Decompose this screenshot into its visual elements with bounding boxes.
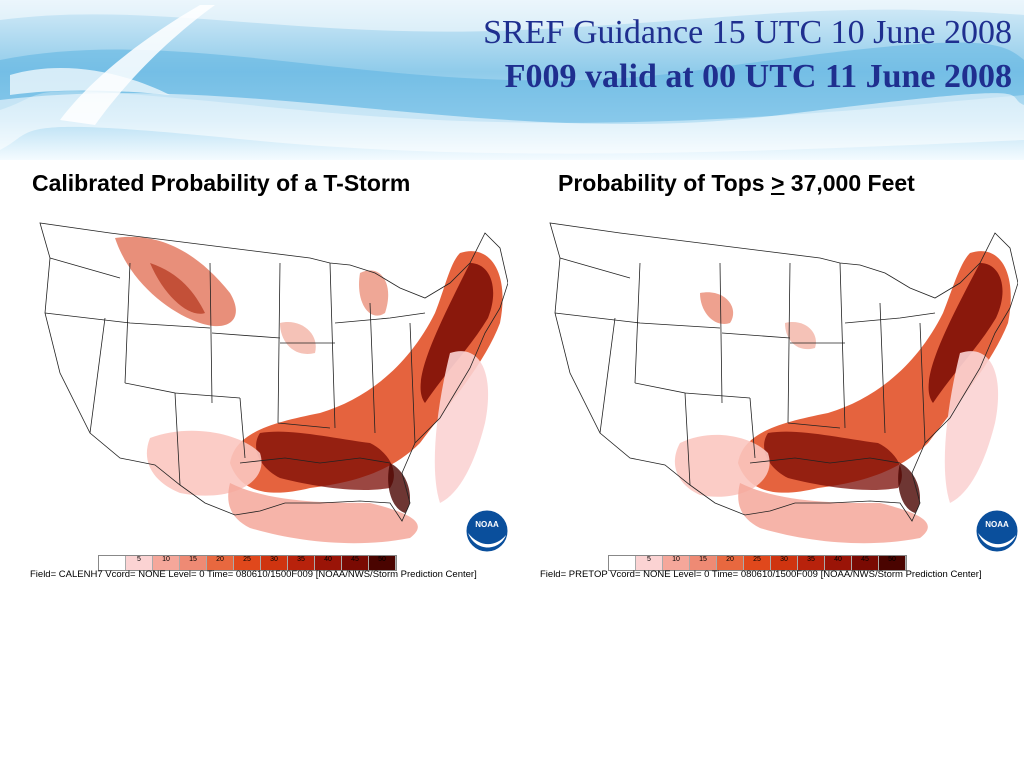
banner-background [0,0,1024,160]
right-state-boundaries [549,222,1018,522]
left-panel-heading: Calibrated Probability of a T-Storm [32,170,411,196]
header-banner [0,0,1024,160]
legend-label: 20 [216,556,224,563]
legend-cell: 50 [879,556,906,570]
legend-label: 5 [137,556,141,563]
legend-label: 10 [162,556,170,563]
legend-cell: 5 [636,556,663,570]
legend-label: 20 [726,556,734,563]
slide-title-line1: SREF Guidance 15 UTC 10 June 2008 [483,14,1012,51]
legend-label: 50 [888,556,896,563]
right-map-panel: NOAA 5 10 15 20 25 30 35 40 45 50 Field= PRETOP V… [540,203,1018,583]
legend-cell: 35 [288,556,315,570]
right-noaa-logo-text: NOAA [985,520,1009,529]
legend-label: 15 [189,556,197,563]
legend-cell: 15 [690,556,717,570]
legend-label: 40 [834,556,842,563]
legend-cell: 20 [207,556,234,570]
legend-cell: 30 [261,556,288,570]
legend-label: 30 [780,556,788,563]
legend-cell: 35 [798,556,825,570]
right-color-legend: 5 10 15 20 25 30 35 40 45 50 [608,555,907,571]
right-panel-heading: Probability of Tops > 37,000 Feet [558,170,915,197]
legend-cell: 25 [744,556,771,570]
legend-cell: 10 [663,556,690,570]
left-color-legend: 5 10 15 20 25 30 35 40 45 50 [98,555,397,571]
legend-label: 40 [324,556,332,563]
left-field-line: Field= CALENH7 Vcord= NONE Level= 0 Time… [30,569,477,580]
legend-label: 30 [270,556,278,563]
legend-label: 10 [672,556,680,563]
legend-cell: 20 [717,556,744,570]
legend-label: 45 [861,556,869,563]
legend-cell: 30 [771,556,798,570]
legend-cell: 5 [126,556,153,570]
left-state-boundaries [39,222,508,522]
right-field-line: Field= PRETOP Vcord= NONE Level= 0 Time=… [540,569,982,580]
right-probability-shading [674,251,1011,544]
legend-label: 15 [699,556,707,563]
legend-label: 25 [753,556,761,563]
legend-cell: 10 [153,556,180,570]
left-noaa-logo: NOAA [465,509,508,553]
left-noaa-logo-text: NOAA [475,520,499,529]
legend-cell: 40 [315,556,342,570]
legend-label: 5 [647,556,651,563]
legend-cell: 45 [852,556,879,570]
right-probability-map: NOAA [540,203,1018,553]
legend-label: 25 [243,556,251,563]
right-heading-symbol: > [770,170,785,196]
right-heading-suffix: 37,000 Feet [784,170,915,196]
legend-cell: 40 [825,556,852,570]
left-probability-shading [115,236,503,544]
legend-cell: 25 [234,556,261,570]
right-heading-prefix: Probability of Tops [558,170,771,196]
left-map-panel: NOAA 5 10 15 20 25 30 35 40 45 50 Field= CALENH7 … [30,203,508,583]
legend-label: 45 [351,556,359,563]
legend-cell: 50 [369,556,396,570]
legend-cell: 15 [180,556,207,570]
legend-cell [99,556,126,570]
legend-label: 35 [297,556,305,563]
right-noaa-logo: NOAA [975,509,1018,553]
legend-cell [609,556,636,570]
left-probability-map: NOAA [30,203,508,553]
legend-cell: 45 [342,556,369,570]
legend-label: 35 [807,556,815,563]
slide-title-line2: F009 valid at 00 UTC 11 June 2008 [504,58,1012,95]
legend-label: 50 [378,556,386,563]
